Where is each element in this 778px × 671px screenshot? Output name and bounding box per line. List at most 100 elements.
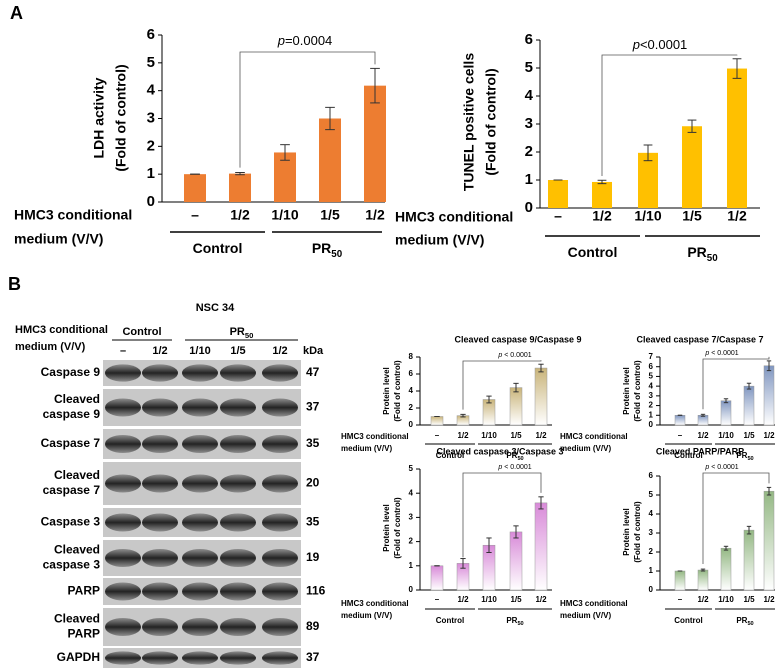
error-bar xyxy=(460,558,466,569)
bar xyxy=(509,387,523,426)
blot-band xyxy=(182,549,218,567)
group-label-main: Control xyxy=(436,451,464,460)
error-bar xyxy=(732,58,742,79)
group-label-main: PR xyxy=(506,451,517,460)
x-tick-label: 1/2 xyxy=(763,431,775,440)
x-tick-label: 1/5 xyxy=(510,595,522,604)
y-tick-label: 1 xyxy=(525,171,533,188)
x-axis-label: HMC3 conditional xyxy=(560,599,628,608)
y-axis-label: Protein level xyxy=(622,508,631,556)
bar xyxy=(638,152,658,208)
group-label: PR50 xyxy=(506,616,523,627)
row-label: caspase 7 xyxy=(43,483,101,497)
x-tick-label: 1/10 xyxy=(481,595,497,604)
x-tick-label: 1/2 xyxy=(457,431,469,440)
significance-bracket xyxy=(239,51,376,168)
x-tick-label: – xyxy=(191,207,199,223)
blot-band xyxy=(220,435,256,453)
bar xyxy=(274,152,296,202)
bar xyxy=(674,570,686,591)
x-tick-label: 1/2 xyxy=(697,595,709,604)
y-tick-label: 0 xyxy=(649,420,654,429)
group-label: Control xyxy=(674,451,702,460)
y-tick-label: 6 xyxy=(525,31,533,48)
row-label: Cleaved xyxy=(54,392,100,406)
bar xyxy=(674,415,686,426)
group-label-main: PR xyxy=(506,616,517,625)
error-bar xyxy=(280,144,290,161)
y-tick-label: 2 xyxy=(147,137,155,154)
y-tick-label: 0 xyxy=(525,199,533,216)
x-tick-label: 1/2 xyxy=(727,208,747,224)
x-tick-label: 1/2 xyxy=(763,595,775,604)
group-label: PR50 xyxy=(506,451,523,462)
blot-band xyxy=(105,618,141,636)
p-value: p < 0.0001 xyxy=(497,352,531,359)
error-bar xyxy=(687,119,697,133)
x-axis-label: medium (V/V) xyxy=(560,444,611,453)
blot-title: NSC 34 xyxy=(196,302,235,314)
blot-band xyxy=(220,364,256,382)
bar xyxy=(430,565,444,591)
y-tick-label: 3 xyxy=(649,391,654,400)
x-tick-label: 1/10 xyxy=(718,431,734,440)
y-tick-label: 7 xyxy=(649,352,654,361)
bar xyxy=(534,502,548,591)
row-label: caspase 3 xyxy=(43,558,101,572)
condition-label: medium (V/V) xyxy=(15,341,86,353)
y-tick-label: 6 xyxy=(649,362,654,371)
significance-bracket xyxy=(601,54,738,176)
bar xyxy=(763,490,775,591)
blot-band xyxy=(262,435,298,453)
y-tick-label: 8 xyxy=(409,352,414,361)
y-tick-label: 0 xyxy=(409,585,414,594)
p-italic: p xyxy=(704,350,709,357)
bar xyxy=(743,529,755,591)
significance-bracket xyxy=(462,472,542,558)
blot-band xyxy=(262,398,298,417)
y-tick-label: 4 xyxy=(409,488,414,497)
blot-band xyxy=(142,435,178,453)
blot-band xyxy=(262,618,298,636)
y-tick-label: 4 xyxy=(147,82,156,99)
chart-title: Cleaved caspase 3/Caspase 3 xyxy=(436,446,563,456)
y-axis-label: Protein level xyxy=(622,367,631,415)
blot-band xyxy=(105,651,141,665)
p-text: < 0.0001 xyxy=(709,464,738,471)
y-tick-label: 3 xyxy=(525,115,533,132)
group-label: Control xyxy=(436,616,464,625)
y-tick-label: 0 xyxy=(409,420,414,429)
y-axis-label: Protein level xyxy=(382,504,391,552)
blot-band xyxy=(220,582,256,601)
blot-band xyxy=(182,651,218,665)
error-bar xyxy=(486,537,492,553)
y-tick-label: 5 xyxy=(147,54,155,71)
blot-band xyxy=(142,364,178,382)
kda-value: 35 xyxy=(306,436,320,450)
blot-band xyxy=(142,513,178,532)
error-bar xyxy=(597,179,607,185)
blot-band xyxy=(142,398,178,417)
error-bar xyxy=(325,106,335,131)
bar xyxy=(682,126,702,208)
blot-band xyxy=(220,513,256,532)
bar xyxy=(720,400,732,426)
significance-bracket xyxy=(462,360,542,410)
p-italic: p xyxy=(497,464,502,471)
y-tick-label: 0 xyxy=(649,585,654,594)
y-tick-label: 1 xyxy=(649,566,654,575)
y-tick-label: 6 xyxy=(649,471,654,480)
x-axis-label: HMC3 conditional xyxy=(341,599,409,608)
error-bar xyxy=(486,395,492,404)
error-bar xyxy=(538,363,544,373)
y-tick-label: 4 xyxy=(409,386,414,395)
y-axis-label: (Fold of control) xyxy=(113,64,129,171)
blot-band xyxy=(142,549,178,567)
row-label: PARP xyxy=(68,584,100,598)
p-value: p < 0.0001 xyxy=(497,464,531,471)
blot-band xyxy=(142,474,178,493)
row-label: Cleaved xyxy=(54,543,100,557)
group-label-main: Control xyxy=(436,616,464,625)
error-bar xyxy=(460,413,466,418)
group-label-sub: 50 xyxy=(747,456,753,462)
